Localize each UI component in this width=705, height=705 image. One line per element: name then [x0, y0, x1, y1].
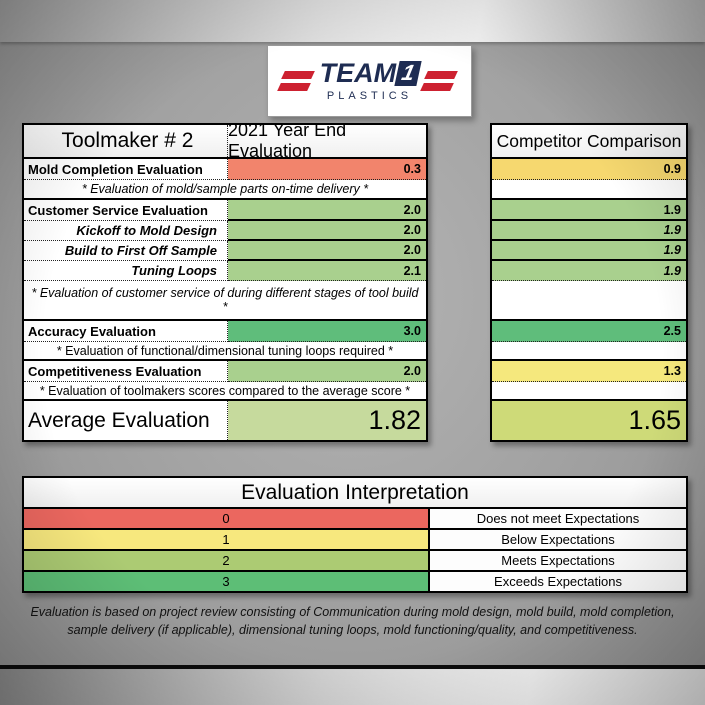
average-evaluation-score: 1.82	[228, 401, 426, 440]
competitor-header: Competitor Comparison	[492, 125, 686, 159]
competitor-mold-row: 0.9	[492, 159, 686, 180]
competitor-average-row: 1.65	[492, 401, 686, 440]
build-first-off-label: Build to First Off Sample	[24, 241, 228, 261]
interpretation-meaning-2: Meets Expectations	[430, 551, 686, 570]
competitor-kickoff-score: 1.9	[492, 221, 686, 241]
mold-completion-score: 0.3	[228, 159, 426, 180]
interpretation-row-2: 2 Meets Expectations	[24, 549, 686, 570]
competitor-blank-3	[492, 342, 686, 361]
build-first-off-score: 2.0	[228, 241, 426, 261]
competitiveness-row: Competitiveness Evaluation 2.0	[24, 361, 426, 382]
interpretation-meaning-0: Does not meet Expectations	[430, 509, 686, 528]
kickoff-label: Kickoff to Mold Design	[24, 221, 228, 241]
logo-word: TEAM	[319, 58, 397, 88]
logo-text: TEAM 1 PLASTICS	[319, 58, 423, 102]
competitor-tuning-score: 1.9	[492, 261, 686, 281]
interpretation-row-1: 1 Below Expectations	[24, 528, 686, 549]
evaluation-basis-note: Evaluation is based on project review co…	[30, 605, 675, 638]
logo-digit: 1	[394, 60, 423, 86]
interpretation-score-2: 2	[24, 551, 430, 570]
interpretation-meaning-1: Below Expectations	[430, 530, 686, 549]
mold-completion-label: Mold Completion Evaluation	[24, 159, 228, 180]
competitor-title: Competitor Comparison	[496, 130, 682, 151]
competitor-build-row: 1.9	[492, 241, 686, 261]
average-evaluation-label: Average Evaluation	[24, 401, 228, 440]
competitiveness-note: * Evaluation of toolmakers scores compar…	[24, 382, 426, 401]
interpretation-score-1: 1	[24, 530, 430, 549]
customer-service-note: * Evaluation of customer service of duri…	[24, 281, 426, 321]
customer-service-score: 2.0	[228, 200, 426, 221]
customer-service-row: Customer Service Evaluation 2.0	[24, 200, 426, 221]
competitiveness-label: Competitiveness Evaluation	[24, 361, 228, 382]
interpretation-score-0: 0	[24, 509, 430, 528]
toolmaker-evaluation-table: Toolmaker # 2 2021 Year End Evaluation M…	[22, 123, 428, 442]
accuracy-note: * Evaluation of functional/dimensional t…	[24, 342, 426, 361]
build-first-off-row: Build to First Off Sample 2.0	[24, 241, 426, 261]
competitor-customer-service-row: 1.9	[492, 200, 686, 221]
interpretation-row-3: 3 Exceeds Expectations	[24, 570, 686, 591]
logo-stripes-right-icon	[420, 71, 459, 91]
logo-subtitle: PLASTICS	[326, 90, 413, 102]
competitor-competitiveness-score: 1.3	[492, 361, 686, 382]
competitor-customer-service-score: 1.9	[492, 200, 686, 221]
team1-plastics-logo: TEAM 1 PLASTICS	[267, 45, 472, 117]
kickoff-score: 2.0	[228, 221, 426, 241]
competitor-competitiveness-row: 1.3	[492, 361, 686, 382]
top-gradient-band	[0, 0, 705, 42]
mold-completion-row: Mold Completion Evaluation 0.3	[24, 159, 426, 180]
bottom-gradient-band	[0, 665, 705, 705]
interpretation-title: Evaluation Interpretation	[24, 478, 686, 509]
competitor-kickoff-row: 1.9	[492, 221, 686, 241]
competitiveness-score: 2.0	[228, 361, 426, 382]
tuning-loops-row: Tuning Loops 2.1	[24, 261, 426, 281]
competitor-blank-2	[492, 281, 686, 321]
tuning-loops-score: 2.1	[228, 261, 426, 281]
accuracy-row: Accuracy Evaluation 3.0	[24, 321, 426, 342]
competitor-mold-score: 0.9	[492, 159, 686, 180]
evaluation-interpretation-table: Evaluation Interpretation 0 Does not mee…	[22, 476, 688, 593]
kickoff-row: Kickoff to Mold Design 2.0	[24, 221, 426, 241]
average-evaluation-row: Average Evaluation 1.82	[24, 401, 426, 440]
customer-service-label: Customer Service Evaluation	[24, 200, 228, 221]
accuracy-label: Accuracy Evaluation	[24, 321, 228, 342]
competitor-average-score: 1.65	[492, 401, 686, 440]
interpretation-row-0: 0 Does not meet Expectations	[24, 509, 686, 528]
toolmaker-title: Toolmaker # 2	[24, 125, 228, 157]
tuning-loops-label: Tuning Loops	[24, 261, 228, 281]
interpretation-meaning-3: Exceeds Expectations	[430, 572, 686, 591]
logo-stripes-left-icon	[276, 71, 315, 91]
competitor-build-score: 1.9	[492, 241, 686, 261]
competitor-accuracy-score: 2.5	[492, 321, 686, 342]
interpretation-score-3: 3	[24, 572, 430, 591]
competitor-accuracy-row: 2.5	[492, 321, 686, 342]
accuracy-score: 3.0	[228, 321, 426, 342]
year-end-title: 2021 Year End Evaluation	[228, 125, 347, 157]
competitor-comparison-table: Competitor Comparison 0.9 1.9 1.9 1.9 1.…	[490, 123, 688, 442]
mold-completion-note: * Evaluation of mold/sample parts on-tim…	[24, 180, 426, 200]
competitor-blank-4	[492, 382, 686, 401]
competitor-blank-1	[492, 180, 686, 200]
footer-note-container: Evaluation is based on project review co…	[0, 603, 705, 639]
main-table-header: Toolmaker # 2 2021 Year End Evaluation	[24, 125, 426, 159]
competitor-tuning-row: 1.9	[492, 261, 686, 281]
